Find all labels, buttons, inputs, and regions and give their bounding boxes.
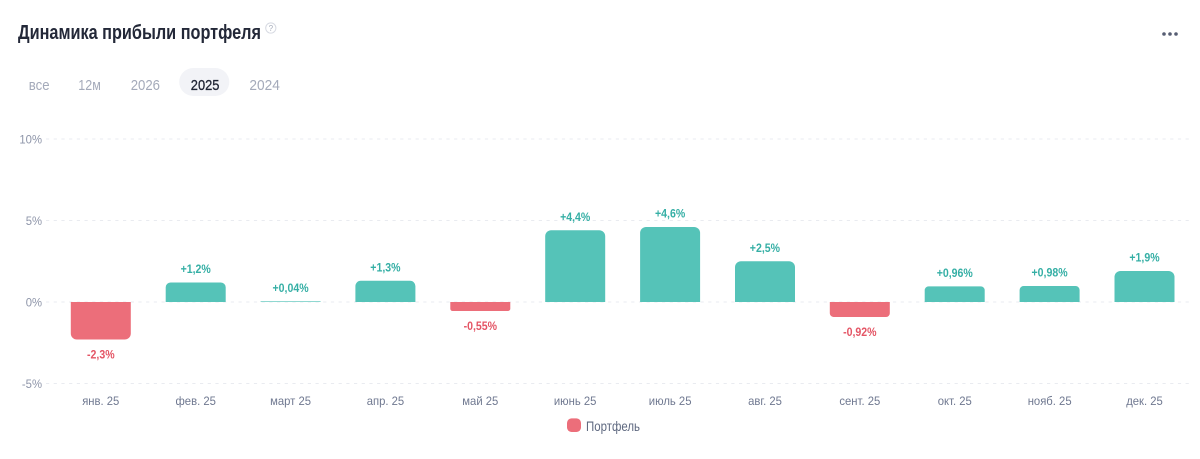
svg-text:-5%: -5% xyxy=(22,377,42,391)
svg-text:2026: 2026 xyxy=(131,77,160,94)
svg-text:-0,92%: -0,92% xyxy=(843,325,877,339)
svg-text:+1,9%: +1,9% xyxy=(1129,251,1159,265)
svg-text:сент. 25: сент. 25 xyxy=(839,394,880,408)
svg-text:Портфель: Портфель xyxy=(586,419,640,434)
svg-text:2024: 2024 xyxy=(249,77,280,94)
svg-text:июнь 25: июнь 25 xyxy=(554,394,597,408)
svg-text:-0,55%: -0,55% xyxy=(464,319,498,333)
svg-text:+4,6%: +4,6% xyxy=(655,207,685,221)
svg-text:+2,5%: +2,5% xyxy=(750,241,780,255)
svg-text:авг. 25: авг. 25 xyxy=(748,394,782,408)
svg-text:?: ? xyxy=(269,24,274,33)
svg-text:12м: 12м xyxy=(78,77,101,94)
svg-text:2025: 2025 xyxy=(191,77,220,94)
svg-text:0%: 0% xyxy=(26,295,43,309)
svg-text:все: все xyxy=(29,77,50,94)
svg-text:+0,98%: +0,98% xyxy=(1032,266,1068,280)
svg-text:Динамика прибыли портфеля: Динамика прибыли портфеля xyxy=(18,22,261,44)
svg-text:10%: 10% xyxy=(19,132,42,146)
svg-text:нояб. 25: нояб. 25 xyxy=(1028,394,1072,408)
svg-text:март 25: март 25 xyxy=(270,394,311,408)
svg-text:май 25: май 25 xyxy=(462,394,498,408)
svg-text:июль 25: июль 25 xyxy=(649,394,692,408)
svg-text:+1,3%: +1,3% xyxy=(370,261,400,275)
svg-text:+0,04%: +0,04% xyxy=(273,281,309,295)
svg-text:окт. 25: окт. 25 xyxy=(938,394,972,408)
svg-text:+0,96%: +0,96% xyxy=(937,266,973,280)
svg-text:дек. 25: дек. 25 xyxy=(1126,394,1163,408)
svg-text:-2,3%: -2,3% xyxy=(87,348,115,362)
svg-text:янв. 25: янв. 25 xyxy=(82,394,119,408)
svg-text:фев. 25: фев. 25 xyxy=(176,394,217,408)
svg-text:апр. 25: апр. 25 xyxy=(367,394,405,408)
svg-text:+4,4%: +4,4% xyxy=(560,210,590,224)
svg-text:+1,2%: +1,2% xyxy=(181,262,211,276)
svg-text:5%: 5% xyxy=(26,214,43,228)
